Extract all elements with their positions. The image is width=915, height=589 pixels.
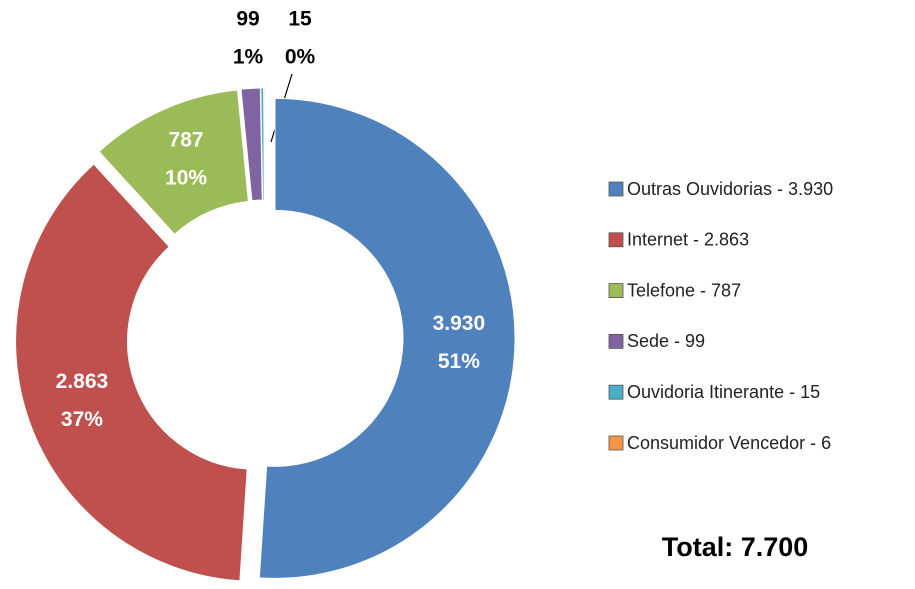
data-label: 2.863 (56, 370, 109, 393)
legend-swatch (608, 333, 624, 349)
legend-label: Internet - 2.863 (627, 230, 749, 250)
data-label: 51% (438, 350, 480, 373)
legend-label: Ouvidoria Itinerante - 15 (627, 382, 820, 402)
legend-swatch (608, 435, 624, 451)
slice (263, 87, 266, 201)
total-label: Total: 7.700 (662, 532, 809, 562)
legend-swatch (608, 283, 624, 299)
data-label: 37% (61, 408, 103, 431)
data-label: 10% (165, 166, 207, 189)
legend-label: Telefone - 787 (627, 280, 741, 300)
data-label: 15 (288, 8, 312, 31)
data-label: 0% (285, 46, 316, 69)
legend-swatch (608, 232, 624, 248)
legend-label: Sede - 99 (627, 331, 705, 351)
legend-swatch (608, 181, 624, 197)
legend-label: Outras Ouvidorias - 3.930 (627, 179, 833, 199)
legend-swatch (608, 384, 624, 400)
data-label: 99 (236, 8, 259, 31)
slice (258, 97, 516, 579)
legend-label: Consumidor Vencedor - 6 (627, 433, 831, 453)
data-label: 3.930 (433, 312, 486, 335)
slice (15, 163, 248, 582)
data-label: 787 (169, 128, 204, 151)
data-label: 1% (233, 46, 264, 69)
slice (98, 89, 249, 236)
